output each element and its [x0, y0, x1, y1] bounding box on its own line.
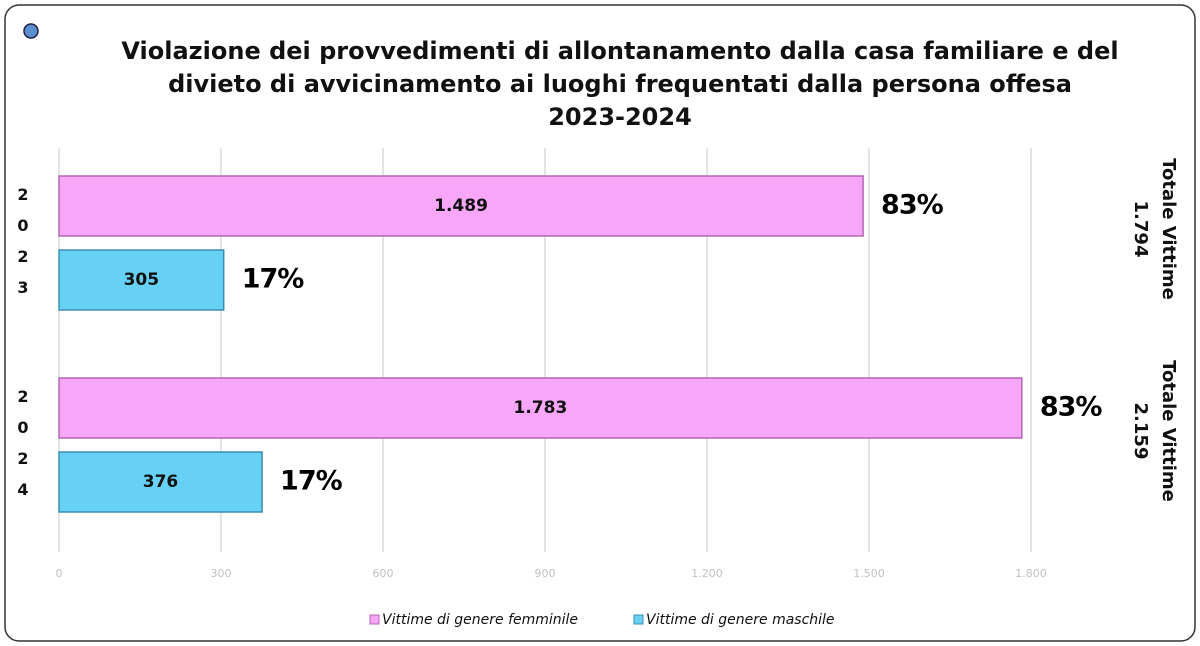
total-value: 1.794: [1130, 201, 1151, 258]
x-tick-label: 0: [56, 567, 63, 580]
x-tick-label: 1.500: [853, 567, 885, 580]
data-label: 376: [143, 472, 179, 492]
x-tick-label: 1.800: [1015, 567, 1047, 580]
y-tick-label: 2023: [14, 185, 33, 309]
x-tick-label: 1.200: [691, 567, 723, 580]
bar: [58, 175, 864, 237]
bar: [58, 451, 263, 513]
chart-title: 2023-2024: [548, 103, 692, 131]
data-label: 1.489: [434, 196, 488, 216]
legend-swatch: [369, 614, 380, 625]
legend-swatch: [633, 614, 644, 625]
x-tick-label: 900: [535, 567, 556, 580]
total-label: Totale Vittime: [1158, 360, 1179, 502]
percent-label: 17%: [280, 466, 343, 497]
x-tick-label: 300: [211, 567, 232, 580]
chart-border: [4, 4, 1196, 642]
percent-label: 83%: [1040, 392, 1103, 423]
x-tick-label: 600: [373, 567, 394, 580]
legend-label: Vittime di genere maschile: [646, 612, 835, 628]
icon: [23, 23, 39, 39]
bar: [58, 377, 1023, 439]
total-value: 2.159: [1130, 403, 1151, 460]
chart-title: Violazione dei provvedimenti di allontan…: [121, 37, 1118, 65]
data-label: 305: [124, 270, 160, 290]
percent-label: 17%: [242, 264, 305, 295]
legend-label: Vittime di genere femminile: [382, 612, 578, 628]
total-label: Totale Vittime: [1158, 158, 1179, 300]
chart-title: divieto di avvicinamento ai luoghi frequ…: [168, 70, 1072, 98]
percent-label: 83%: [881, 190, 944, 221]
y-tick-label: 2024: [14, 387, 33, 511]
data-label: 1.783: [514, 398, 568, 418]
bar: [58, 249, 225, 311]
